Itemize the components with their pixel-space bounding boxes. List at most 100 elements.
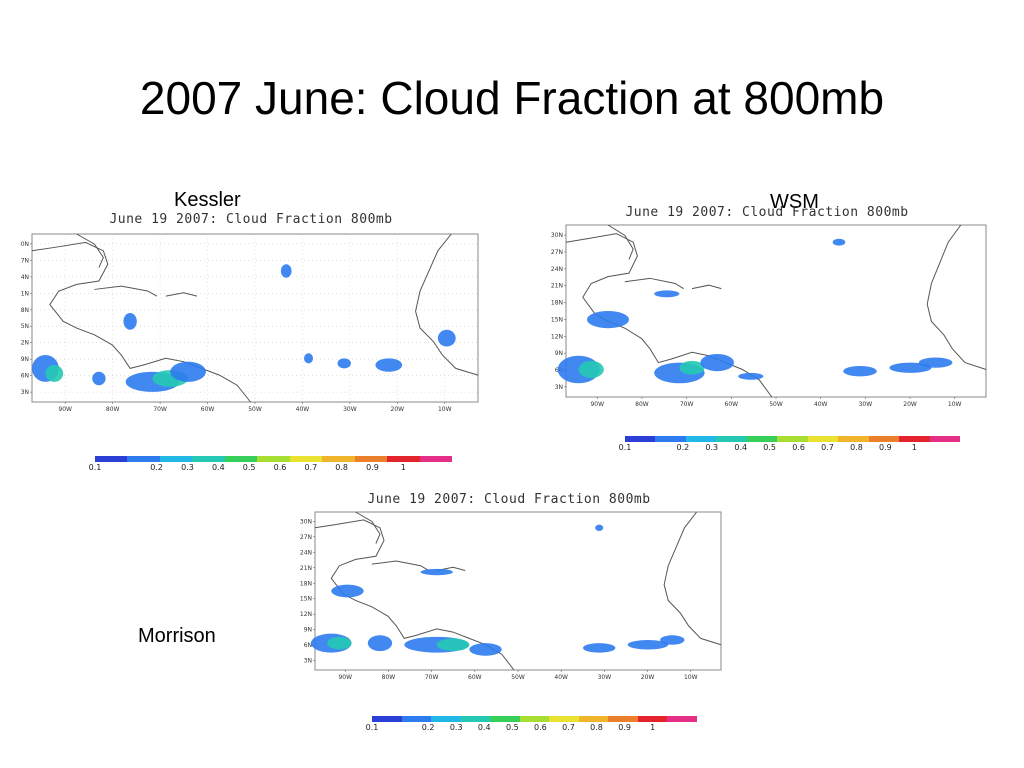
cloud-blob bbox=[469, 643, 502, 656]
panel-title-kessler: June 19 2007: Cloud Fraction 800mb bbox=[109, 212, 393, 227]
colorbar-label: 0.7 bbox=[304, 463, 318, 472]
cloud-blob bbox=[654, 290, 680, 298]
colorbar-swatch bbox=[159, 456, 193, 462]
lon-label: 50W bbox=[248, 406, 262, 413]
slide-title: 2007 June: Cloud Fraction at 800mb bbox=[139, 72, 885, 124]
cloud-blob bbox=[331, 584, 364, 598]
lat-label: 12N bbox=[551, 333, 563, 340]
colorbar-label: 0.5 bbox=[763, 443, 777, 452]
colorbar-swatch bbox=[868, 436, 900, 442]
lat-label: 24N bbox=[551, 266, 563, 273]
lon-label: 70W bbox=[680, 401, 694, 408]
colorbar-swatch bbox=[578, 716, 609, 722]
lon-label: 20W bbox=[903, 401, 917, 408]
cloud-blob bbox=[660, 635, 685, 645]
lon-label: 10W bbox=[948, 401, 962, 408]
cloud-blob bbox=[889, 362, 932, 373]
colorbar-swatch bbox=[746, 436, 778, 442]
cloud-blob bbox=[738, 372, 764, 380]
cloud-blob bbox=[375, 358, 403, 372]
lat-label: 18N bbox=[551, 300, 563, 307]
colorbar-swatch bbox=[838, 436, 869, 442]
colorbar-label: 1 bbox=[650, 723, 656, 732]
colorbar-swatch bbox=[372, 716, 402, 722]
colorbar-label: 1 bbox=[400, 463, 406, 472]
lat-label: 3N bbox=[21, 389, 29, 396]
colorbar-label: 0.9 bbox=[879, 443, 892, 452]
colorbar-swatch bbox=[387, 456, 420, 462]
lat-label: 27N bbox=[20, 257, 29, 264]
lat-label: 9N bbox=[304, 627, 312, 634]
lat-label: 24N bbox=[300, 549, 312, 556]
colorbar-swatch bbox=[667, 716, 698, 722]
colorbar-label: 0.1 bbox=[88, 463, 102, 472]
colorbar-swatch bbox=[401, 716, 432, 722]
colorbar-swatch bbox=[716, 436, 747, 442]
lat-label: 6N bbox=[21, 373, 29, 380]
colorbar-swatch bbox=[625, 436, 656, 442]
colorbar-label: 0.3 bbox=[705, 443, 719, 452]
colorbar-label: 0.6 bbox=[792, 443, 805, 452]
lon-label: 60W bbox=[468, 674, 482, 681]
colorbar-label: 0.7 bbox=[821, 443, 834, 452]
cloud-blob bbox=[918, 357, 953, 368]
panel-title-wsm: June 19 2007: Cloud Fraction 800mb bbox=[625, 205, 909, 220]
colorbar-swatch bbox=[608, 716, 638, 722]
cloud-blob bbox=[582, 643, 616, 653]
lat-label: 27N bbox=[300, 534, 312, 541]
lon-label: 80W bbox=[635, 401, 649, 408]
colorbar-swatch bbox=[899, 436, 930, 442]
colorbar-label: 1 bbox=[911, 443, 917, 452]
colorbar-swatch bbox=[777, 436, 808, 442]
lon-label: 40W bbox=[296, 406, 310, 413]
lat-label: 9N bbox=[555, 350, 563, 357]
lon-label: 60W bbox=[725, 401, 739, 408]
cloud-blob bbox=[123, 312, 137, 330]
colorbar-swatch bbox=[192, 456, 225, 462]
colorbar-label: 0.5 bbox=[505, 723, 519, 732]
lon-label: 60W bbox=[201, 406, 215, 413]
colorbar-wsm: 0.1 0.2 0.3 0.4 0.5 0.6 0.7 0.8 0.9 1 bbox=[619, 436, 960, 454]
cloud-blob bbox=[595, 524, 604, 531]
colorbar-label: 0.8 bbox=[335, 463, 349, 472]
lon-label: 30W bbox=[859, 401, 873, 408]
colorbar-label: 0.1 bbox=[618, 443, 632, 452]
colorbar-swatch bbox=[460, 716, 491, 722]
lon-label: 20W bbox=[391, 406, 405, 413]
lat-label: 3N bbox=[555, 384, 563, 391]
colorbar-label: 0.7 bbox=[562, 723, 575, 732]
colorbar-label: 0.3 bbox=[449, 723, 463, 732]
colorbar-label: 0.2 bbox=[150, 463, 164, 472]
lon-label: 30W bbox=[343, 406, 357, 413]
map-kessler: 30N 27N 24N 21N 18N 15N 12N 9N 6N 3N 90W 80W 70W 60W 5… bbox=[20, 228, 482, 428]
colorbar-swatches bbox=[372, 716, 698, 722]
cloud-blob bbox=[420, 568, 454, 576]
cloud-blob bbox=[436, 638, 470, 652]
lat-label: 12N bbox=[20, 340, 29, 347]
colorbar-label: 0.2 bbox=[421, 723, 435, 732]
colorbar-swatch bbox=[354, 456, 388, 462]
cloud-blob bbox=[843, 366, 877, 377]
panel-morrison: June 19 2007: Cloud Fraction 800mb 30N 27… bbox=[295, 492, 723, 686]
cloud-blob bbox=[587, 311, 629, 329]
colorbar-swatch bbox=[127, 456, 160, 462]
colorbar-swatch bbox=[322, 456, 355, 462]
lon-label: 50W bbox=[769, 401, 783, 408]
colorbar-swatch bbox=[519, 716, 550, 722]
colorbar-label: 0.1 bbox=[365, 723, 379, 732]
colorbar-label: 0.6 bbox=[534, 723, 547, 732]
panel-wsm: June 19 2007: Cloud Fraction 800mb 30N 27… bbox=[546, 205, 988, 405]
lon-label: 70W bbox=[153, 406, 167, 413]
caption-morrison: Morrison bbox=[138, 625, 216, 647]
colorbar-label: 0.9 bbox=[618, 723, 631, 732]
lat-label: 21N bbox=[551, 283, 563, 290]
lat-label: 6N bbox=[304, 642, 312, 649]
colorbar-morrison: 0.1 0.2 0.3 0.4 0.5 0.6 0.7 0.8 0.9 1 bbox=[366, 716, 698, 734]
colorbar-label: 0.4 bbox=[734, 443, 748, 452]
lat-label: 15N bbox=[300, 596, 312, 603]
cloud-blob bbox=[337, 358, 351, 369]
lat-label: 9N bbox=[21, 356, 29, 363]
colorbar-swatch bbox=[419, 456, 452, 462]
lat-label: 15N bbox=[20, 323, 29, 330]
cloud-blob bbox=[280, 264, 292, 278]
